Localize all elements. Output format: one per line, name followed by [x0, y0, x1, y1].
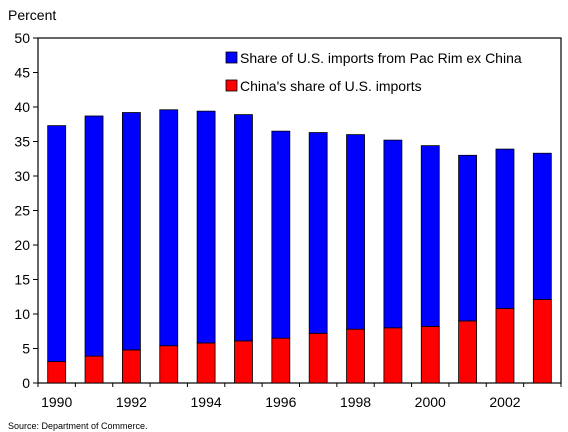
y-tick-label: 45 [14, 65, 30, 81]
bar-segment [495, 308, 515, 384]
bar-segment [346, 134, 365, 330]
y-tick-label: 30 [14, 168, 30, 184]
y-tick-label: 25 [14, 203, 30, 219]
bar-segment [84, 115, 104, 357]
bar-segment [47, 125, 67, 363]
bar-segment [308, 332, 328, 384]
bar-segment [346, 328, 365, 384]
y-tick-label: 15 [14, 272, 30, 288]
bar-segment [121, 112, 141, 351]
bar-segment [532, 152, 552, 300]
y-tick-label: 40 [14, 99, 30, 115]
bar-segment [383, 327, 403, 384]
bar-segment [196, 110, 216, 344]
legend-label: China's share of U.S. imports [240, 78, 422, 94]
bar-segment [196, 342, 216, 384]
legend: Share of U.S. imports from Pac Rim ex Ch… [225, 50, 522, 94]
y-axis-label: Percent [8, 7, 56, 23]
bar-segment [271, 130, 291, 339]
legend-swatch [225, 79, 238, 92]
bar-segment [84, 355, 104, 384]
bar-segment [420, 145, 440, 327]
plot-area: 0 5 10 15 20 25 30 35 40 45 50 1990 1992 1994 1996 1998… [14, 30, 562, 410]
bar-segment [271, 337, 291, 384]
x-tick-label: 1992 [116, 394, 147, 410]
x-tick-label: 1998 [340, 394, 371, 410]
y-tick-label: 50 [14, 30, 30, 46]
bar-segment [420, 326, 440, 384]
bar-segment [458, 154, 478, 322]
bar-segment [159, 109, 179, 347]
y-tick-label: 10 [14, 306, 30, 322]
x-tick-label: 1990 [41, 394, 72, 410]
bar-segment [234, 114, 253, 342]
y-tick-label: 20 [14, 237, 30, 253]
source-note: Source: Department of Commerce. [8, 421, 148, 431]
bar-segment [234, 340, 253, 384]
bar-segment [495, 148, 515, 309]
x-tick-label: 2002 [489, 394, 520, 410]
x-tick-label: 1994 [191, 394, 222, 410]
bar-segment [308, 132, 328, 334]
y-tick-label: 5 [22, 341, 30, 357]
bar-segment [121, 349, 141, 384]
bar-segment [458, 320, 478, 384]
bar-segment [532, 299, 552, 384]
y-tick-label: 35 [14, 134, 30, 150]
bar-segment [159, 345, 179, 384]
x-tick-label: 2000 [415, 394, 446, 410]
bar-segment [47, 361, 67, 384]
legend-label: Share of U.S. imports from Pac Rim ex Ch… [240, 50, 522, 66]
legend-swatch [225, 51, 238, 64]
y-tick-label: 0 [22, 375, 30, 391]
bar-segment [383, 139, 403, 329]
x-tick-label: 1996 [265, 394, 296, 410]
